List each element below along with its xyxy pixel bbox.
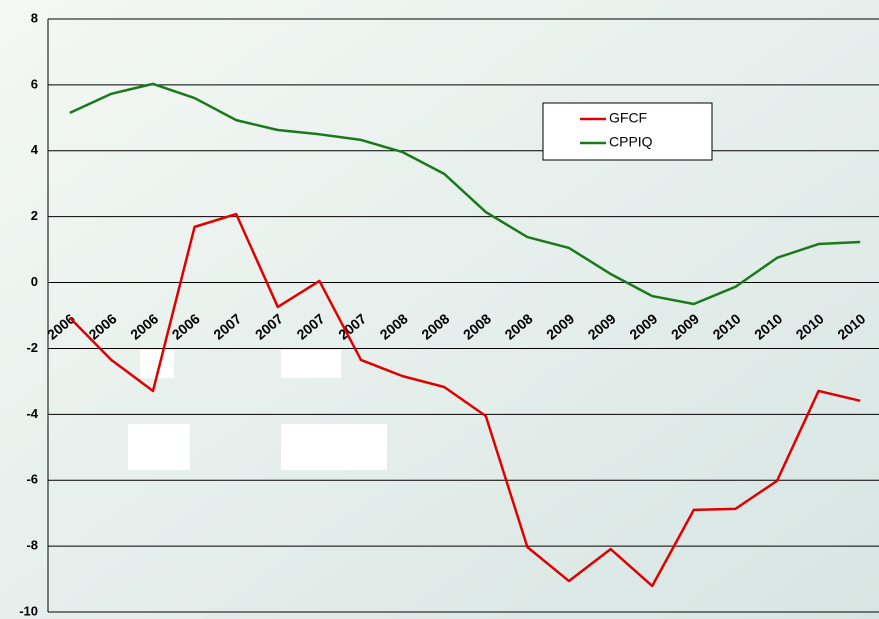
legend-box: [542, 102, 713, 161]
legend-label: GFCF: [609, 110, 647, 126]
patch: [281, 350, 341, 378]
patch: [281, 424, 387, 470]
y-tick-label: 4: [31, 142, 39, 157]
y-tick-label: -6: [26, 472, 38, 487]
series-line: [69, 82, 861, 306]
y-tick-label: -2: [26, 340, 38, 355]
y-tick-label: 8: [31, 10, 38, 25]
y-tick-label: 6: [31, 76, 38, 91]
y-tick-label: -4: [26, 406, 38, 421]
patch: [128, 424, 190, 470]
legend-label: CPPIQ: [609, 134, 653, 150]
y-tick-label: -8: [26, 538, 38, 553]
legend: GFCF CPPIQ: [542, 102, 713, 161]
series-line: [68, 212, 861, 588]
y-tick-label: -10: [19, 603, 38, 618]
y-tick-label: 0: [31, 274, 38, 289]
y-tick-label: 2: [31, 208, 38, 223]
